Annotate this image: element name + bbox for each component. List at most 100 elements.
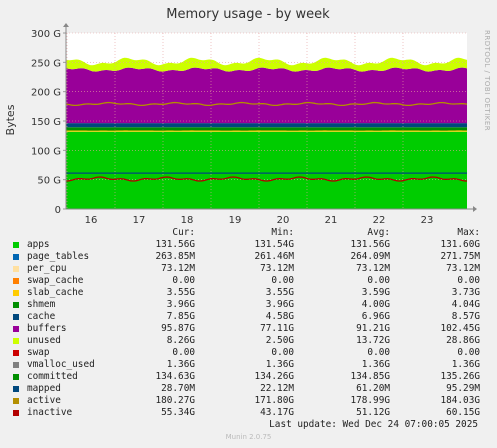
legend-swatch xyxy=(13,410,19,416)
legend-swatch xyxy=(13,362,19,368)
legend-name: apps xyxy=(27,239,50,250)
legend-max: 135.26G xyxy=(440,371,480,382)
x-tick-label: 17 xyxy=(133,215,146,226)
line-inactive xyxy=(66,176,467,182)
legend-name: buffers xyxy=(27,323,67,334)
legend-name: vmalloc_used xyxy=(27,359,95,370)
legend-name: shmem xyxy=(27,299,56,310)
legend-swatch xyxy=(13,302,19,308)
y-axis-label: Bytes xyxy=(4,104,17,135)
legend-name: cache xyxy=(27,311,56,322)
y-tick-label: 0 xyxy=(55,205,61,216)
legend-avg: 73.12M xyxy=(356,263,390,274)
legend-row-swap-cache: swap_cache 0.00 0.00 0.00 0.00 xyxy=(13,275,480,287)
legend-swatch xyxy=(13,350,19,356)
legend-header-cur: Cur: xyxy=(172,227,195,238)
legend-header-min: Min: xyxy=(271,227,294,238)
legend-avg: 178.99G xyxy=(350,395,390,406)
legend-swatch xyxy=(13,242,19,248)
x-tick-label: 21 xyxy=(325,215,338,226)
legend-min: 43.17G xyxy=(260,407,294,418)
side-label: RRDTOOL / TOBI OETIKER xyxy=(483,30,491,131)
legend-cur: 28.70M xyxy=(161,383,195,394)
legend-avg: 13.72G xyxy=(356,335,390,346)
legend-max: 73.12M xyxy=(446,263,480,274)
legend-row-per-cpu: per_cpu 73.12M 73.12M 73.12M 73.12M xyxy=(13,263,480,275)
legend-avg: 134.85G xyxy=(350,371,390,382)
legend-name: swap xyxy=(27,347,50,358)
legend-cur: 3.55G xyxy=(166,287,195,298)
legend-avg: 91.21G xyxy=(356,323,390,334)
legend-swatch xyxy=(13,338,19,344)
legend-min: 131.54G xyxy=(254,239,294,250)
legend-avg: 1.36G xyxy=(361,359,390,370)
legend-avg: 61.20M xyxy=(356,383,390,394)
legend-max: 28.86G xyxy=(446,335,480,346)
legend-row-mapped: mapped 28.70M 22.12M 61.20M 95.29M xyxy=(13,383,480,395)
legend-min: 3.96G xyxy=(265,299,294,310)
legend-cur: 0.00 xyxy=(172,347,195,358)
legend-name: inactive xyxy=(27,407,73,418)
legend-min: 171.80G xyxy=(254,395,294,406)
legend-avg: 6.96G xyxy=(361,311,390,322)
legend-row-committed: committed 134.63G 134.26G 134.85G 135.26G xyxy=(13,371,480,383)
legend-row-unused: unused 8.26G 2.50G 13.72G 28.86G xyxy=(13,335,480,347)
legend-name: swap_cache xyxy=(27,275,84,286)
legend-max: 271.75M xyxy=(440,251,480,262)
last-update: Last update: Wed Dec 24 07:00:05 2025 xyxy=(269,419,478,430)
y-tick-label: 250 G xyxy=(31,58,61,69)
x-tick-label: 16 xyxy=(85,215,98,226)
legend-row-vmalloc-used: vmalloc_used 1.36G 1.36G 1.36G 1.36G xyxy=(13,359,480,371)
legend-swatch xyxy=(13,398,19,404)
x-tick-label: 23 xyxy=(421,215,434,226)
legend-name: active xyxy=(27,395,61,406)
legend-name: mapped xyxy=(27,383,61,394)
chart-title: Memory usage - by week xyxy=(166,7,330,22)
legend-min: 4.58G xyxy=(265,311,294,322)
legend-row-shmem: shmem 3.96G 3.96G 4.00G 4.04G xyxy=(13,299,480,311)
footer-munin: Munin 2.0.75 xyxy=(225,433,272,441)
legend-avg: 4.00G xyxy=(361,299,390,310)
legend-cur: 131.56G xyxy=(155,239,195,250)
area-unused xyxy=(66,57,467,72)
legend-swatch xyxy=(13,278,19,284)
legend-cur: 55.34G xyxy=(161,407,195,418)
legend-max: 95.29M xyxy=(446,383,480,394)
legend-max: 0.00 xyxy=(457,275,480,286)
x-tick-label: 19 xyxy=(229,215,242,226)
legend-name: committed xyxy=(27,371,78,382)
legend-min: 134.26G xyxy=(254,371,294,382)
legend: Cur: Min: Avg: Max: apps 131.56G 131.54G 13… xyxy=(13,227,480,419)
legend-min: 1.36G xyxy=(265,359,294,370)
y-tick-label: 300 G xyxy=(31,29,61,40)
legend-row-swap: swap 0.00 0.00 0.00 0.00 xyxy=(13,347,480,359)
y-tick-label: 200 G xyxy=(31,88,61,99)
legend-cur: 73.12M xyxy=(161,263,195,274)
legend-cur: 8.26G xyxy=(166,335,195,346)
legend-cur: 134.63G xyxy=(155,371,195,382)
line-active xyxy=(65,101,468,107)
legend-min: 0.00 xyxy=(271,347,294,358)
legend-avg: 51.12G xyxy=(356,407,390,418)
area-cache xyxy=(66,123,467,128)
legend-avg: 3.59G xyxy=(361,287,390,298)
legend-header-avg: Avg: xyxy=(367,227,390,238)
legend-cur: 1.36G xyxy=(166,359,195,370)
legend-max: 60.15G xyxy=(446,407,480,418)
legend-row-inactive: inactive 55.34G 43.17G 51.12G 60.15G xyxy=(13,407,480,419)
legend-name: unused xyxy=(27,335,61,346)
legend-cur: 95.87G xyxy=(161,323,195,334)
legend-swatch xyxy=(13,254,19,260)
legend-swatch xyxy=(13,374,19,380)
legend-max: 184.03G xyxy=(440,395,480,406)
legend-min: 261.46M xyxy=(254,251,294,262)
legend-row-active: active 180.27G 171.80G 178.99G 184.03G xyxy=(13,395,480,407)
legend-header: Cur: Min: Avg: Max: xyxy=(13,227,480,239)
legend-max: 102.45G xyxy=(440,323,480,334)
legend-row-cache: cache 7.85G 4.58G 6.96G 8.57G xyxy=(13,311,480,323)
area-buffers xyxy=(66,67,467,124)
legend-rows: apps 131.56G 131.54G 131.56G 131.60G page_tab… xyxy=(13,239,480,419)
legend-cur: 3.96G xyxy=(166,299,195,310)
y-tick-label: 100 G xyxy=(31,146,61,157)
legend-min: 3.55G xyxy=(265,287,294,298)
